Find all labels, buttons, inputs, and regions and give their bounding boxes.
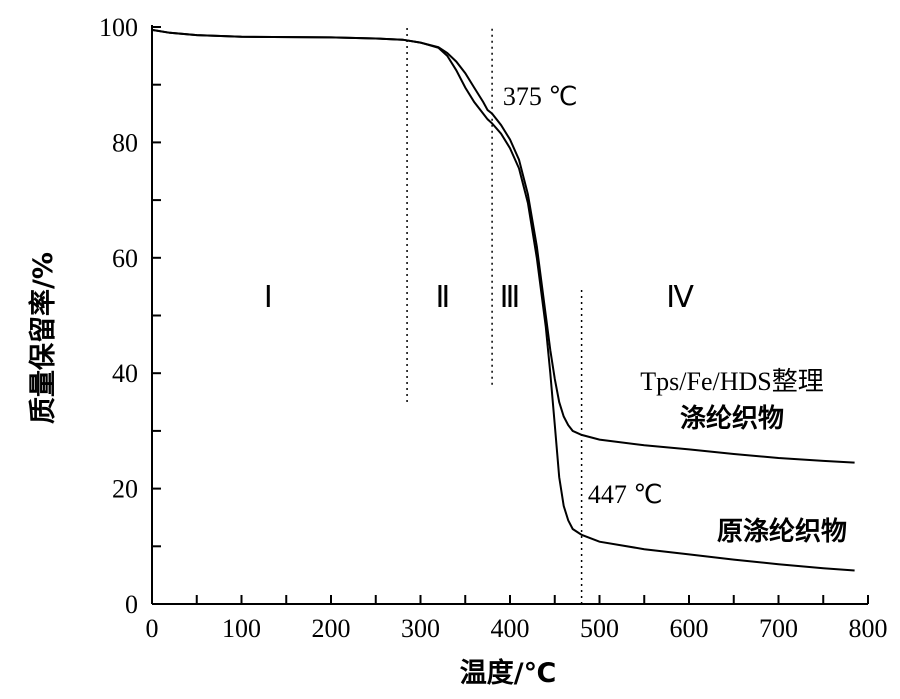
x-tick-label: 700 bbox=[759, 614, 798, 643]
x-tick-label: 600 bbox=[670, 614, 709, 643]
x-axis-title: 温度/℃ bbox=[460, 657, 557, 689]
region-label: Ⅳ bbox=[666, 281, 694, 314]
chart-labels: 温度/℃ 质量保留率/% Tps/Fe/HDS整理 涤纶织物 原涤纶织物 Ⅰ Ⅱ Ⅲ… bbox=[27, 82, 847, 689]
legend-original: 原涤纶织物 bbox=[717, 516, 847, 547]
x-tick-label: 400 bbox=[491, 614, 530, 643]
y-tick-label: 0 bbox=[125, 590, 138, 619]
y-tick-label: 80 bbox=[112, 128, 138, 157]
x-tick-label: 100 bbox=[222, 614, 261, 643]
x-tick-label: 300 bbox=[401, 614, 440, 643]
region-label: Ⅰ bbox=[264, 281, 273, 314]
y-tick-label: 60 bbox=[112, 244, 138, 273]
legend-modified-line1: Tps/Fe/HDS整理 bbox=[640, 367, 823, 396]
legend-modified-line2: 涤纶织物 bbox=[680, 403, 784, 434]
y-tick-label: 40 bbox=[112, 359, 138, 388]
y-tick-label: 20 bbox=[112, 475, 138, 504]
region-label: Ⅲ bbox=[500, 281, 521, 314]
series-lines bbox=[151, 28, 855, 572]
series-line-original bbox=[151, 28, 855, 572]
ticks: 0 100 200 300 400 500 600 700 800 0 20 40 60 80 100 bbox=[99, 13, 888, 643]
x-tick-label: 200 bbox=[312, 614, 351, 643]
x-tick-label: 500 bbox=[580, 614, 619, 643]
temperature-annotation: 447 ℃ bbox=[588, 480, 663, 509]
region-label: Ⅱ bbox=[435, 281, 450, 314]
y-tick-label: 100 bbox=[99, 13, 138, 42]
temperature-annotation: 375 ℃ bbox=[503, 82, 578, 111]
x-tick-label: 800 bbox=[849, 614, 888, 643]
y-axis-title: 质量保留率/% bbox=[27, 252, 59, 424]
stage-dividers bbox=[406, 27, 583, 604]
x-tick-label: 0 bbox=[146, 614, 159, 643]
